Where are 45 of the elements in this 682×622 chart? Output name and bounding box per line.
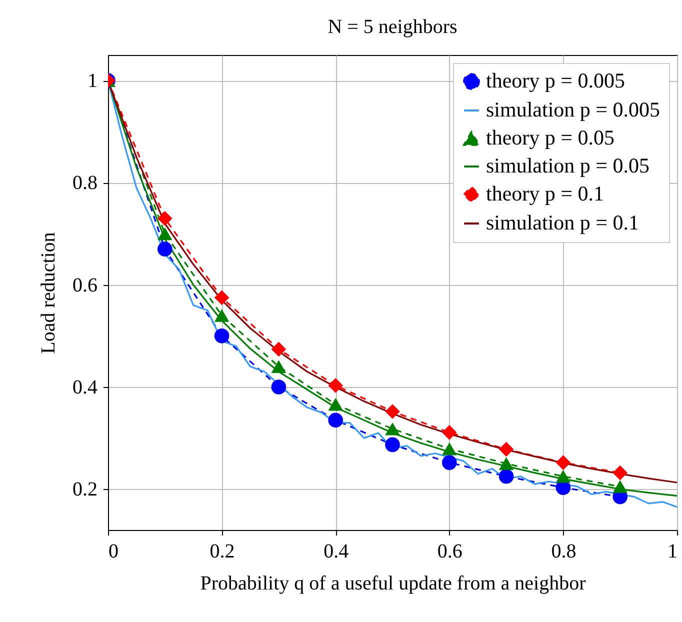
- x-axis-title: Probability q of a useful update from a neighbor: [200, 572, 586, 594]
- point: [328, 398, 344, 411]
- point: [214, 328, 230, 344]
- point: [157, 227, 172, 240]
- point: [385, 404, 400, 419]
- point: [612, 480, 628, 494]
- point: [214, 290, 230, 306]
- x-tick-label: 0.8: [551, 540, 576, 562]
- legend-label: simulation p = 0.05: [486, 154, 650, 178]
- chart-title: N = 5 neighbors: [328, 16, 458, 38]
- point: [157, 211, 172, 226]
- legend-label: simulation p = 0.005: [486, 98, 660, 122]
- legend-label: theory p = 0.005: [486, 68, 625, 92]
- point: [157, 242, 172, 256]
- point: [271, 360, 286, 373]
- x-tick-label: 0.4: [324, 540, 349, 562]
- point: [271, 380, 286, 394]
- legend-label: simulation p = 0.1: [486, 210, 640, 234]
- point: [385, 422, 400, 436]
- point: [328, 412, 344, 428]
- legend-label: theory p = 0.05: [486, 126, 614, 150]
- y-tick-label: 1: [88, 70, 98, 92]
- point: [271, 342, 286, 357]
- y-tick-label: 0.4: [72, 376, 98, 398]
- y-axis-title: Load reduction: [38, 232, 60, 354]
- point: [498, 468, 514, 484]
- y-tick-label: 0.2: [72, 478, 98, 501]
- point: [442, 455, 457, 470]
- point: [556, 455, 571, 470]
- x-tick-label: 1: [668, 540, 678, 562]
- x-tick-label: 0.2: [210, 540, 235, 562]
- x-tick-label: 0.6: [437, 540, 462, 562]
- legend-label: theory p = 0.1: [486, 182, 604, 206]
- y-tick-label: 0.8: [72, 172, 98, 194]
- x-tick-label: 0: [108, 540, 118, 562]
- point: [556, 470, 571, 483]
- point: [498, 457, 514, 470]
- y-tick-label: 0.6: [72, 274, 98, 296]
- point: [385, 437, 400, 452]
- point: [328, 378, 344, 393]
- point: [612, 465, 628, 480]
- point: [442, 425, 457, 440]
- point: [214, 309, 230, 322]
- point: [498, 442, 514, 457]
- point: [442, 442, 457, 456]
